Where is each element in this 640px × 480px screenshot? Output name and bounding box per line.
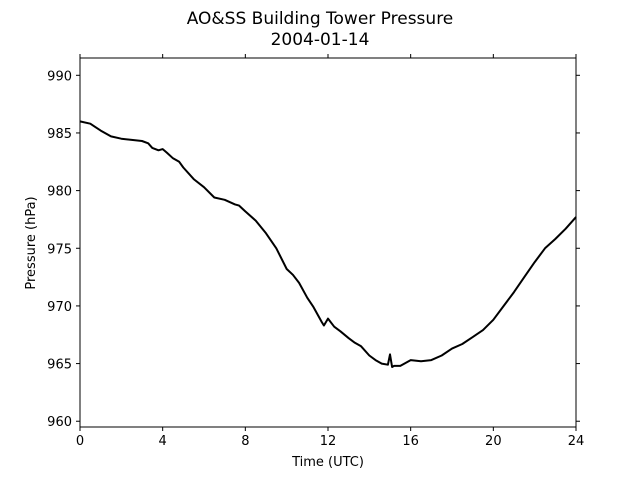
axis-ticks: 0 4 8 12 16 20 24 960 965 970 975 980 985 990	[47, 54, 584, 449]
plot-area	[79, 57, 577, 428]
x-axis-label: Time (UTC)	[291, 455, 364, 470]
x-tick-label: 4	[159, 434, 167, 449]
y-tick-label: 975	[47, 242, 72, 257]
y-tick-label: 990	[47, 69, 72, 84]
x-tick-label: 12	[320, 434, 337, 449]
x-tick-label: 24	[568, 434, 585, 449]
x-tick-label: 8	[241, 434, 249, 449]
x-tick-label: 0	[76, 434, 84, 449]
chart-subtitle: 2004-01-14	[271, 30, 370, 50]
x-tick-label: 20	[485, 434, 502, 449]
pressure-series-line	[79, 120, 577, 368]
chart-title: AO&SS Building Tower Pressure	[187, 9, 454, 29]
y-tick-label: 970	[47, 300, 72, 315]
y-tick-label: 980	[47, 185, 72, 200]
y-axis-label: Pressure (hPa)	[24, 196, 39, 289]
y-tick-label: 985	[47, 127, 72, 142]
y-tick-label: 960	[47, 415, 72, 430]
x-tick-label: 16	[402, 434, 419, 449]
y-tick-label: 965	[47, 358, 72, 373]
